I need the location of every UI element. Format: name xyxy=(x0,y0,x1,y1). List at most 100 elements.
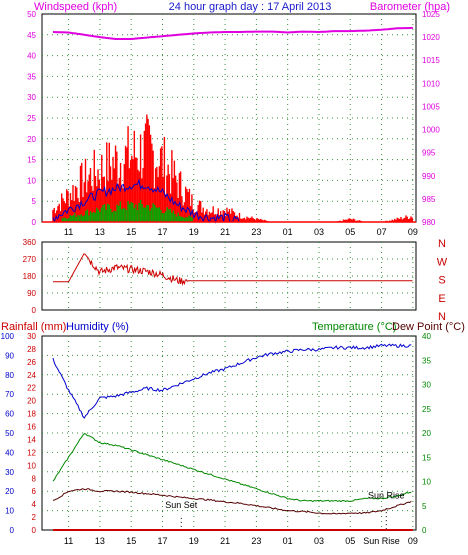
temperature-tick-label: 10 xyxy=(422,478,431,487)
rainfall-tick-label: 16 xyxy=(27,423,36,432)
rainfall-tick-label: 12 xyxy=(27,448,36,457)
chart-title: 24 hour graph day : 17 April 2013 xyxy=(169,1,332,13)
rainfall-axis-label: Rainfall (mm) xyxy=(1,321,66,333)
windspeed-axis-label: Windspeed (kph) xyxy=(34,1,117,13)
plot-frame-dir xyxy=(41,241,417,311)
x-tick-label: 23 xyxy=(251,536,261,546)
humidity-tick-label: 100 xyxy=(1,332,15,341)
humidity-tick-label: 50 xyxy=(5,429,14,438)
x-tick-label: 03 xyxy=(314,227,324,237)
x-tick-label: 05 xyxy=(345,227,355,237)
barometer-line xyxy=(52,26,413,40)
humidity-tick-label: 0 xyxy=(10,526,15,535)
temperature-line xyxy=(52,433,412,503)
temperature-tick-label: 25 xyxy=(422,405,431,414)
windspeed-tick-label: 50 xyxy=(27,10,36,19)
barometer-tick-label: 990 xyxy=(422,172,436,181)
temperature-axis-label: Temperature (°C) xyxy=(312,321,396,333)
compass-letter: S xyxy=(438,275,445,287)
windspeed-tick-label: 25 xyxy=(27,114,36,123)
direction-tick-label: 90 xyxy=(27,289,36,298)
compass-letter: N xyxy=(438,238,446,250)
barometer-tick-label: 1005 xyxy=(422,102,440,111)
windspeed-tick-label: 40 xyxy=(27,52,36,61)
x-tick-label: 19 xyxy=(189,536,199,546)
humidity-line xyxy=(52,343,412,419)
windspeed-tick-label: 0 xyxy=(32,218,37,227)
windspeed-tick-label: 35 xyxy=(27,72,36,81)
x-tick-label: 11 xyxy=(64,536,73,546)
x-tick-label: 17 xyxy=(157,536,167,546)
sunrise-annotation: Sun Rise xyxy=(368,490,405,500)
temperature-tick-label: 5 xyxy=(422,502,427,511)
rainfall-tick-label: 18 xyxy=(27,410,36,419)
barometer-tick-label: 1025 xyxy=(422,10,440,19)
humidity-tick-label: 60 xyxy=(5,410,14,419)
x-tick-label: 13 xyxy=(95,536,105,546)
barometer-tick-label: 985 xyxy=(422,195,436,204)
x-tick-label: 21 xyxy=(220,536,230,546)
x-tick-label: 15 xyxy=(126,227,136,237)
humidity-tick-label: 70 xyxy=(5,390,14,399)
x-tick-label: 09 xyxy=(408,227,418,237)
rainfall-tick-label: 30 xyxy=(27,332,36,341)
windspeed-tick-label: 30 xyxy=(27,93,36,102)
rainfall-tick-label: 20 xyxy=(27,397,36,406)
x-tick-label: 15 xyxy=(126,536,136,546)
humidity-tick-label: 40 xyxy=(5,448,14,457)
direction-tick-label: 270 xyxy=(23,255,37,264)
rainfall-tick-label: 10 xyxy=(27,461,36,470)
x-tick-label: 19 xyxy=(189,227,199,237)
humidity-tick-label: 80 xyxy=(5,371,14,380)
dewpoint-line xyxy=(52,488,412,515)
windspeed-tick-label: 20 xyxy=(27,135,36,144)
temperature-tick-label: 0 xyxy=(422,526,427,535)
windspeed-tick-label: 10 xyxy=(27,176,36,185)
barometer-tick-label: 1000 xyxy=(422,126,440,135)
rainfall-tick-label: 8 xyxy=(32,474,37,483)
sunset-annotation: Sun Set xyxy=(165,500,198,510)
rainfall-tick-label: 6 xyxy=(32,487,37,496)
barometer-tick-label: 980 xyxy=(422,218,436,227)
x-tick-label: 09 xyxy=(408,536,418,546)
barometer-tick-label: 1020 xyxy=(422,33,440,42)
temperature-tick-label: 40 xyxy=(422,332,431,341)
humidity-axis-label: Humidity (%) xyxy=(66,321,129,333)
rainfall-tick-label: 2 xyxy=(32,513,37,522)
x-tick-label: 01 xyxy=(283,536,293,546)
rainfall-tick-label: 14 xyxy=(27,435,36,444)
rainfall-tick-label: 4 xyxy=(32,500,37,509)
x-tick-label: 13 xyxy=(95,227,105,237)
wind-direction-line xyxy=(53,253,413,286)
dewpoint-axis-label: Dew Point (°C) xyxy=(392,321,465,333)
temperature-tick-label: 30 xyxy=(422,381,431,390)
x-tick-label: 07 xyxy=(377,227,387,237)
rainfall-tick-label: 26 xyxy=(27,358,36,367)
rainfall-tick-label: 28 xyxy=(27,345,36,354)
rainfall-tick-label: 22 xyxy=(27,384,36,393)
direction-tick-label: 0 xyxy=(32,306,37,315)
temperature-tick-label: 35 xyxy=(422,356,431,365)
compass-letter: E xyxy=(438,293,445,305)
direction-tick-label: 360 xyxy=(23,238,37,247)
humidity-tick-label: 90 xyxy=(5,351,14,360)
rainfall-tick-label: 24 xyxy=(27,371,36,380)
rainfall-tick-label: 0 xyxy=(32,526,37,535)
x-tick-label: 01 xyxy=(283,227,293,237)
barometer-tick-label: 1015 xyxy=(422,56,440,65)
plot-frame-thr xyxy=(41,335,417,531)
windspeed-tick-label: 15 xyxy=(27,156,36,165)
barometer-tick-label: 995 xyxy=(422,149,436,158)
humidity-tick-label: 20 xyxy=(5,487,14,496)
x-tick-label: 11 xyxy=(64,227,73,237)
x-tick-label: 03 xyxy=(314,536,324,546)
compass-letter: W xyxy=(437,256,448,268)
temperature-tick-label: 20 xyxy=(422,429,431,438)
x-tick-label: 23 xyxy=(251,227,261,237)
windspeed-tick-label: 5 xyxy=(32,197,37,206)
humidity-tick-label: 30 xyxy=(5,468,14,477)
x-tick-label: 21 xyxy=(220,227,230,237)
compass-letter: N xyxy=(438,311,446,323)
